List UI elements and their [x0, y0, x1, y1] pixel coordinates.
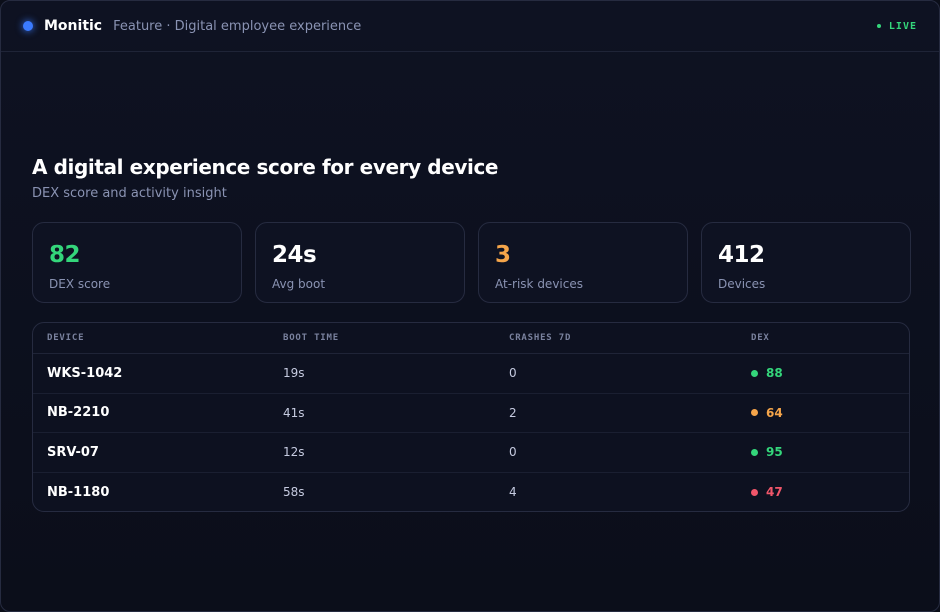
stat-value: 24s: [272, 242, 317, 268]
top-bar: Monitic Feature · Digital employee exper…: [1, 1, 939, 52]
crash-count: 4: [509, 485, 517, 500]
column-header-boot-time[interactable]: BOOT TIME: [283, 333, 339, 343]
device-name: SRV-07: [47, 444, 99, 460]
dex-score-value: 64: [766, 405, 783, 420]
status-dot-icon: [751, 409, 758, 417]
stat-label: DEX score: [49, 277, 111, 291]
status-dot-icon: [751, 369, 758, 377]
stat-card-devices: 412 Devices: [701, 222, 911, 303]
live-status-badge: LIVE: [876, 20, 917, 32]
stat-label: Avg boot: [272, 277, 326, 291]
table-row[interactable]: WKS-1042 19s 0 88: [33, 354, 909, 394]
stat-card-dex-score: 82 DEX score: [32, 222, 242, 303]
stat-value: 82: [49, 242, 81, 268]
dex-score-cell: 95: [751, 445, 909, 459]
boot-time: 12s: [283, 445, 305, 460]
dex-score-value: 88: [766, 366, 783, 381]
table-header: DEVICE BOOT TIME CRASHES 7D DEX: [33, 323, 909, 354]
stat-card-at-risk-devices: 3 At-risk devices: [478, 222, 688, 303]
brand-logo-icon: [23, 21, 33, 31]
table-row[interactable]: SRV-07 12s 0 95: [33, 433, 909, 473]
column-header-device[interactable]: DEVICE: [47, 333, 85, 343]
crash-count: 0: [509, 445, 517, 460]
stat-value: 412: [718, 242, 765, 268]
dex-score-value: 95: [766, 445, 783, 460]
page-title: A digital experience score for every dev…: [32, 155, 499, 179]
stat-label: Devices: [718, 277, 766, 291]
crash-count: 0: [509, 366, 517, 381]
stat-value: 3: [495, 242, 511, 268]
dex-score-cell: 47: [751, 485, 909, 499]
live-status-label: LIVE: [888, 20, 917, 32]
table-row[interactable]: NB-1180 58s 4 47: [33, 473, 909, 512]
stats-row: 82 DEX score 24s Avg boot 3 At-risk devi…: [32, 222, 911, 303]
crash-count: 2: [509, 405, 517, 420]
brand-name[interactable]: Monitic: [44, 18, 103, 34]
column-header-dex[interactable]: DEX: [751, 333, 770, 343]
dex-score-value: 47: [766, 485, 783, 500]
device-name: NB-1180: [47, 484, 110, 500]
boot-time: 58s: [283, 485, 305, 500]
stat-label: At-risk devices: [495, 277, 583, 291]
status-dot-icon: [751, 488, 758, 496]
column-header-crashes[interactable]: CRASHES 7D: [509, 333, 572, 343]
breadcrumb: Feature · Digital employee experience: [113, 18, 362, 34]
page-subtitle: DEX score and activity insight: [32, 186, 227, 201]
dex-score-cell: 64: [751, 406, 909, 420]
device-name: NB-2210: [47, 405, 110, 421]
stat-card-avg-boot: 24s Avg boot: [255, 222, 465, 303]
device-name: WKS-1042: [47, 365, 123, 381]
boot-time: 19s: [283, 366, 305, 381]
status-dot-icon: [751, 448, 758, 456]
boot-time: 41s: [283, 405, 305, 420]
dex-score-cell: 88: [751, 366, 909, 380]
table-row[interactable]: NB-2210 41s 2 64: [33, 394, 909, 433]
device-table: DEVICE BOOT TIME CRASHES 7D DEX WKS-1042…: [32, 322, 910, 512]
live-dot-icon: [876, 24, 881, 28]
